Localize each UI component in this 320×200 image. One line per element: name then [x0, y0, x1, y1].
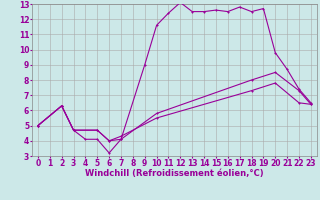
X-axis label: Windchill (Refroidissement éolien,°C): Windchill (Refroidissement éolien,°C): [85, 169, 264, 178]
